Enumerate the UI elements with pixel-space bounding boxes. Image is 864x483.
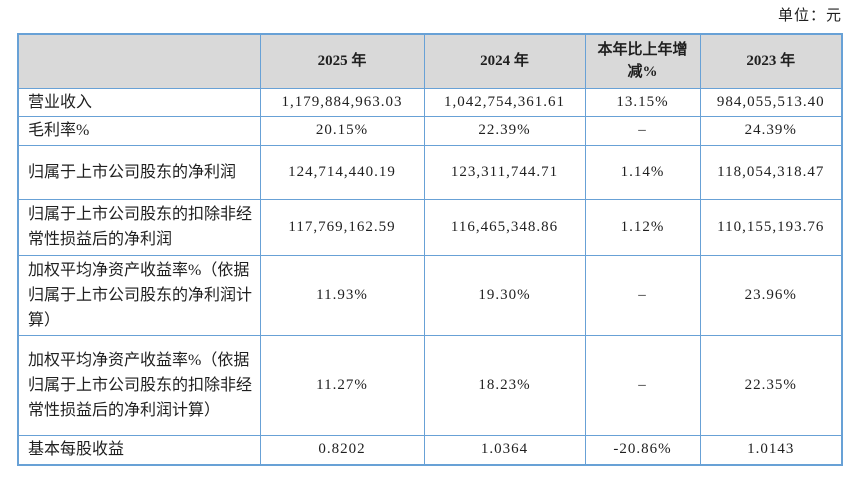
table-row-gross-margin: 毛利率% 20.15% 22.39% – 24.39%: [17, 115, 843, 146]
cell-value: 22.35%: [699, 334, 843, 436]
table-row-weighted-avg-roe-excl-nonrecurring: 加权平均净资产收益率%（依据归属于上市公司股东的扣除非经常性损益后的净利润计算）…: [17, 334, 843, 436]
row-label: 加权平均净资产收益率%（依据归属于上市公司股东的净利润计算）: [17, 254, 261, 336]
cell-value: 18.23%: [423, 334, 586, 436]
cell-value: 984,055,513.40: [699, 87, 843, 117]
cell-value: 24.39%: [699, 115, 843, 146]
cell-value: 20.15%: [259, 115, 425, 146]
cell-value: -20.86%: [584, 434, 701, 466]
row-label: 归属于上市公司股东的扣除非经常性损益后的净利润: [17, 198, 261, 256]
cell-value: 1.14%: [584, 144, 701, 200]
cell-value: 11.93%: [259, 254, 425, 336]
table-row-basic-eps: 基本每股收益 0.8202 1.0364 -20.86% 1.0143: [17, 434, 843, 466]
row-label: 基本每股收益: [17, 434, 261, 466]
cell-value: 118,054,318.47: [699, 144, 843, 200]
cell-value: 110,155,193.76: [699, 198, 843, 256]
cell-value: 23.96%: [699, 254, 843, 336]
column-header-2025: 2025 年: [259, 33, 425, 89]
cell-value: 1.12%: [584, 198, 701, 256]
cell-value: 1,179,884,963.03: [259, 87, 425, 117]
cell-value: 0.8202: [259, 434, 425, 466]
cell-value: 124,714,440.19: [259, 144, 425, 200]
cell-value: 123,311,744.71: [423, 144, 586, 200]
table-row-net-profit-excl-nonrecurring: 归属于上市公司股东的扣除非经常性损益后的净利润 117,769,162.59 1…: [17, 198, 843, 256]
cell-value: 117,769,162.59: [259, 198, 425, 256]
cell-value: 1.0143: [699, 434, 843, 466]
unit-label: 单位：元: [777, 8, 842, 24]
table-row-revenue: 营业收入 1,179,884,963.03 1,042,754,361.61 1…: [17, 87, 843, 117]
cell-value: 22.39%: [423, 115, 586, 146]
cell-value: 11.27%: [259, 334, 425, 436]
cell-value: –: [584, 254, 701, 336]
cell-value: 1,042,754,361.61: [423, 87, 586, 117]
row-label: 营业收入: [17, 87, 261, 117]
column-header-yoy-change: 本年比上年增减%: [584, 33, 701, 89]
cell-value: 1.0364: [423, 434, 586, 466]
cell-value: 116,465,348.86: [423, 198, 586, 256]
row-label: 归属于上市公司股东的净利润: [17, 144, 261, 200]
column-header-blank: [17, 33, 261, 89]
column-header-2023: 2023 年: [699, 33, 843, 89]
table-row-net-profit: 归属于上市公司股东的净利润 124,714,440.19 123,311,744…: [17, 144, 843, 200]
table-row-weighted-avg-roe: 加权平均净资产收益率%（依据归属于上市公司股东的净利润计算） 11.93% 19…: [17, 254, 843, 336]
cell-value: 13.15%: [584, 87, 701, 117]
cell-value: –: [584, 115, 701, 146]
cell-value: –: [584, 334, 701, 436]
row-label: 毛利率%: [17, 115, 261, 146]
table-header-row: 2025 年 2024 年 本年比上年增减% 2023 年: [17, 33, 843, 89]
financial-summary-table: 2025 年 2024 年 本年比上年增减% 2023 年 营业收入 1,179…: [17, 33, 843, 466]
cell-value: 19.30%: [423, 254, 586, 336]
row-label: 加权平均净资产收益率%（依据归属于上市公司股东的扣除非经常性损益后的净利润计算）: [17, 334, 261, 436]
column-header-2024: 2024 年: [423, 33, 586, 89]
